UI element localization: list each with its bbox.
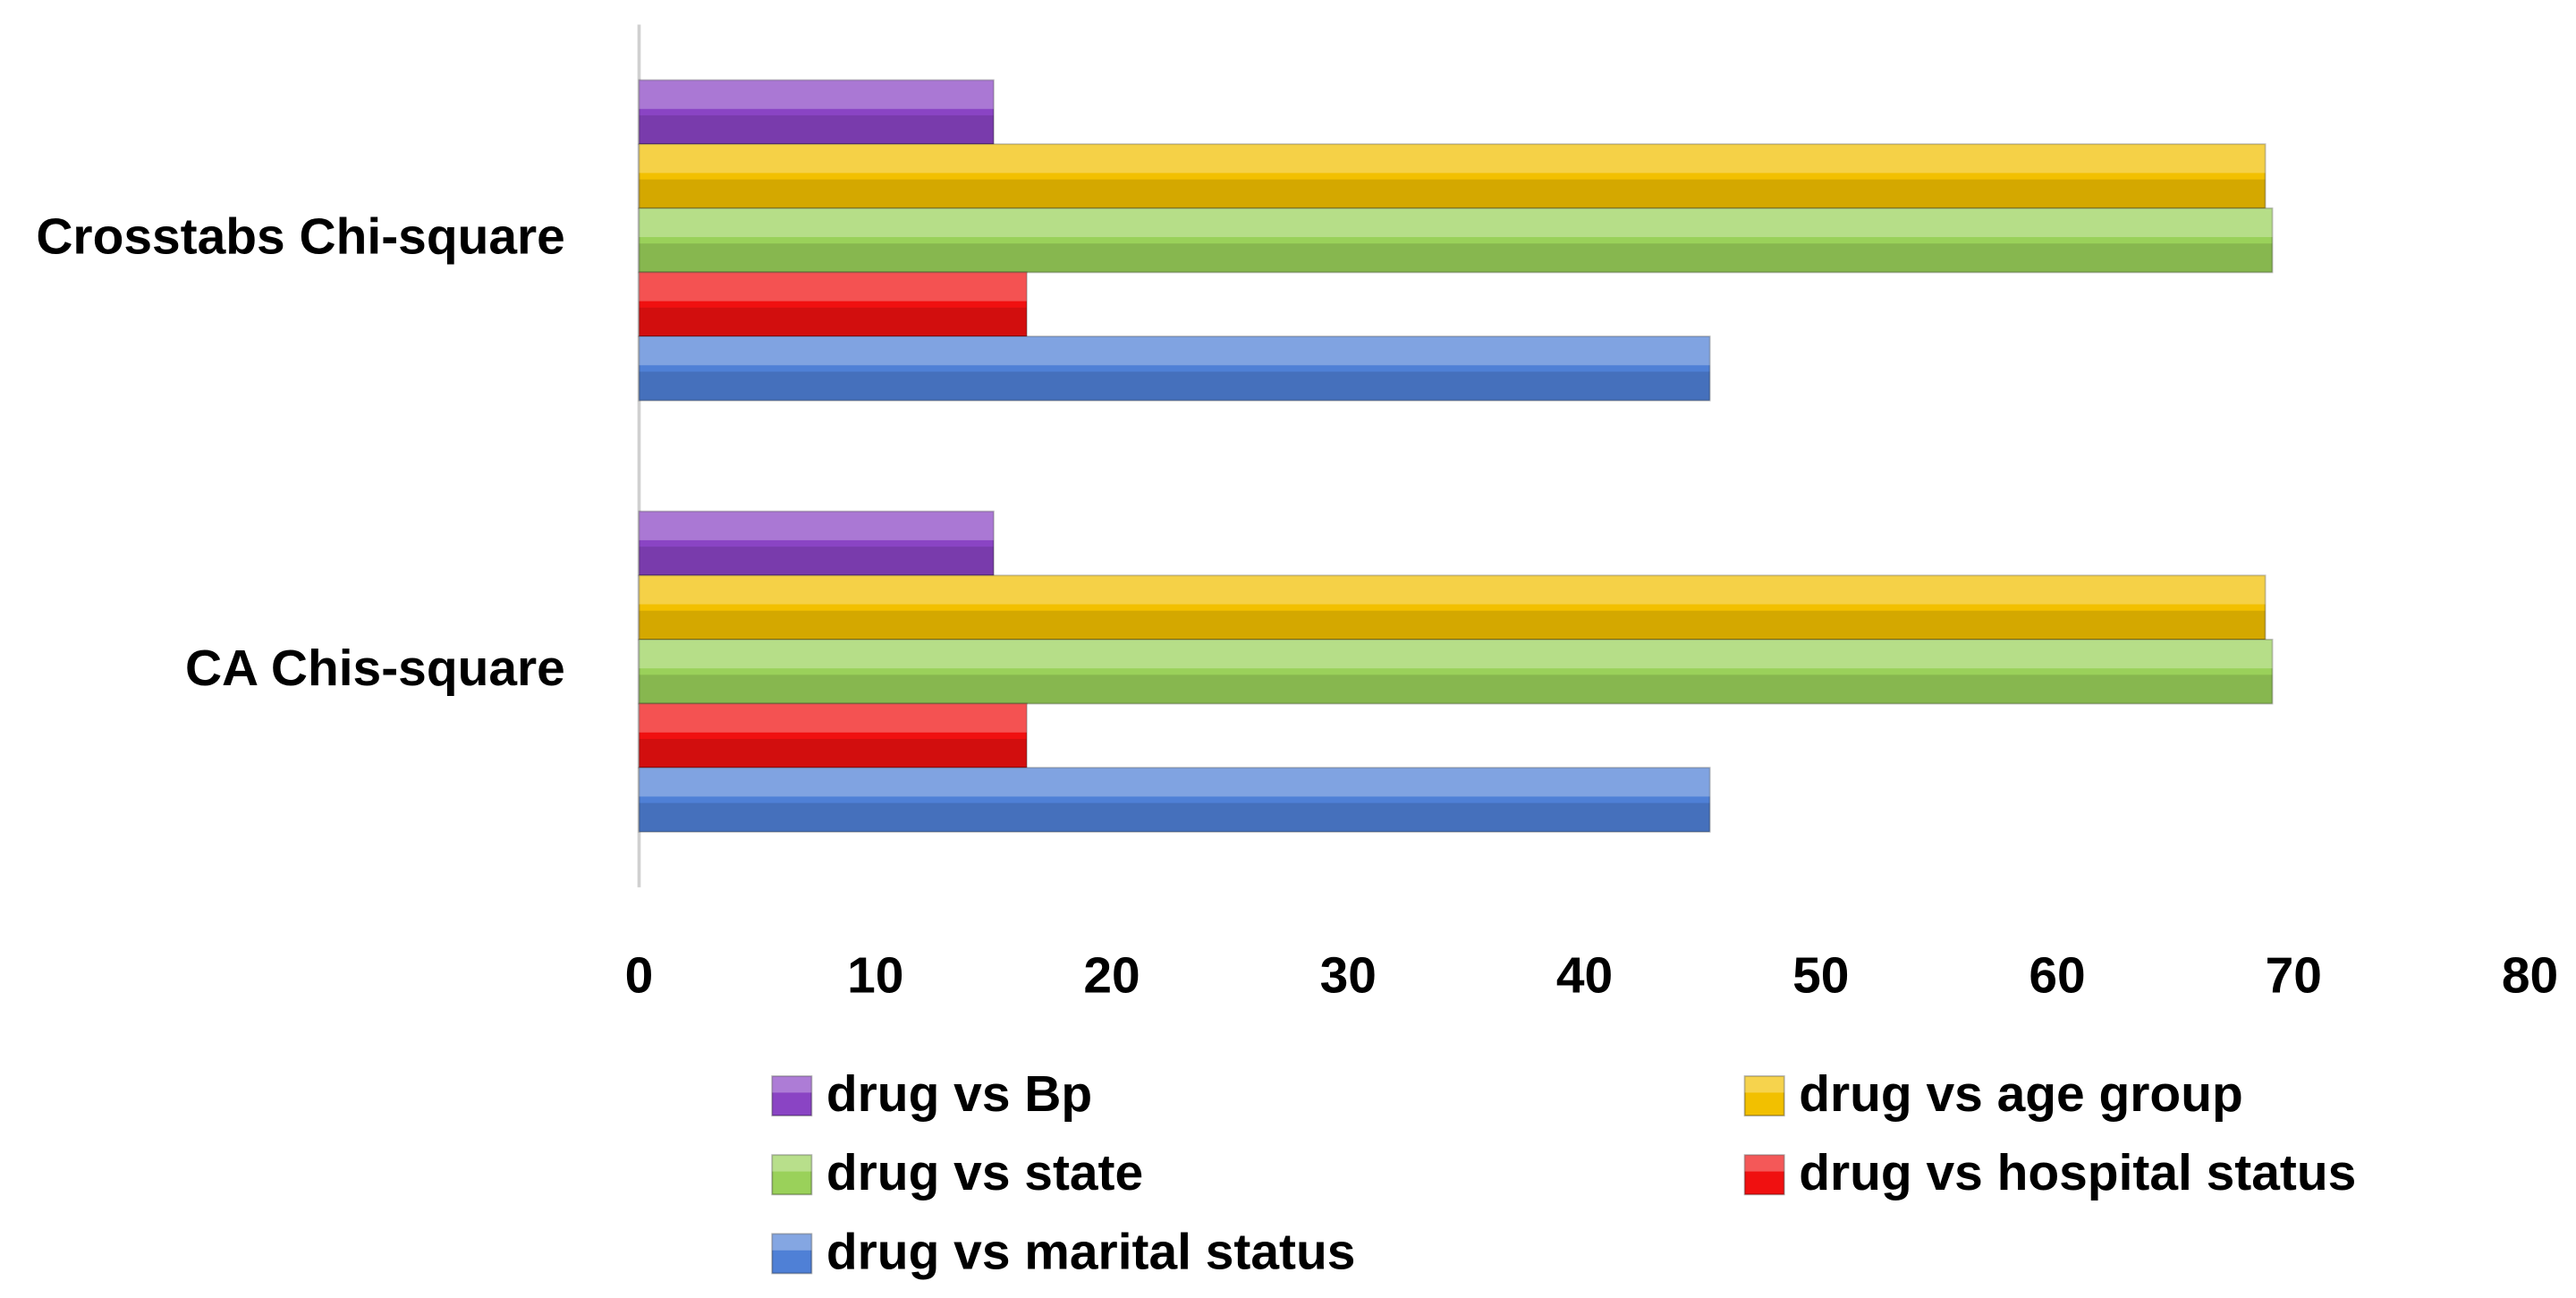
- bar-shade: [639, 371, 1710, 401]
- legend-swatch: [1743, 1154, 1785, 1196]
- legend-swatch: [771, 1075, 813, 1117]
- x-tick-label: 80: [2502, 947, 2558, 1005]
- bar-highlight: [639, 575, 2266, 605]
- legend-label: drug vs age group: [1799, 1065, 2243, 1123]
- bar-highlight: [639, 208, 2273, 238]
- bar: [638, 639, 2274, 705]
- legend-label: drug vs state: [826, 1144, 1143, 1201]
- x-tick-label: 10: [847, 947, 903, 1005]
- bar-shade: [639, 307, 1027, 337]
- bar-highlight: [639, 768, 1710, 797]
- bar-shade: [639, 802, 1710, 832]
- x-tick-label: 70: [2266, 947, 2322, 1005]
- bar: [638, 207, 2274, 274]
- legend-label: drug vs hospital status: [1799, 1144, 2356, 1201]
- bar-shade: [639, 115, 994, 145]
- y-tick-label: Crosstabs Chi-square: [36, 208, 565, 266]
- legend-swatch: [771, 1233, 813, 1275]
- bar-highlight: [639, 336, 1710, 366]
- bar-highlight: [639, 703, 1027, 733]
- bar: [638, 335, 1711, 402]
- legend-label: drug vs Bp: [826, 1065, 1092, 1123]
- x-tick-label: 60: [2029, 947, 2085, 1005]
- y-tick-label: CA Chis-square: [185, 640, 565, 697]
- bar: [638, 574, 2267, 641]
- bar-highlight: [639, 639, 2273, 669]
- bar-shade: [639, 243, 2273, 273]
- bar-highlight: [639, 272, 1027, 301]
- bar-shade: [639, 547, 994, 576]
- legend-swatch-highlight: [772, 1155, 812, 1172]
- legend-swatch: [1743, 1075, 1785, 1117]
- bar-shade: [639, 610, 2266, 640]
- bar-highlight: [639, 80, 994, 109]
- legend-swatch-highlight: [1744, 1155, 1784, 1172]
- legend-swatch: [771, 1154, 813, 1196]
- x-tick-label: 30: [1320, 947, 1377, 1005]
- legend-swatch-highlight: [772, 1076, 812, 1093]
- bar-highlight: [639, 144, 2266, 174]
- x-tick-label: 20: [1083, 947, 1140, 1005]
- bar: [638, 271, 1028, 337]
- bar: [638, 79, 995, 146]
- bar: [638, 767, 1711, 833]
- bar-highlight: [639, 511, 994, 540]
- legend-swatch-highlight: [1744, 1076, 1784, 1093]
- legend-label: drug vs marital status: [826, 1223, 1356, 1280]
- bar-shade: [639, 674, 2273, 704]
- bar-shade: [639, 738, 1027, 768]
- bar: [638, 702, 1028, 769]
- x-tick-label: 0: [625, 947, 654, 1005]
- legend-swatch-highlight: [772, 1234, 812, 1251]
- bar-shade: [639, 179, 2266, 208]
- bar: [638, 143, 2267, 209]
- x-tick-label: 40: [1556, 947, 1613, 1005]
- x-tick-label: 50: [1792, 947, 1849, 1005]
